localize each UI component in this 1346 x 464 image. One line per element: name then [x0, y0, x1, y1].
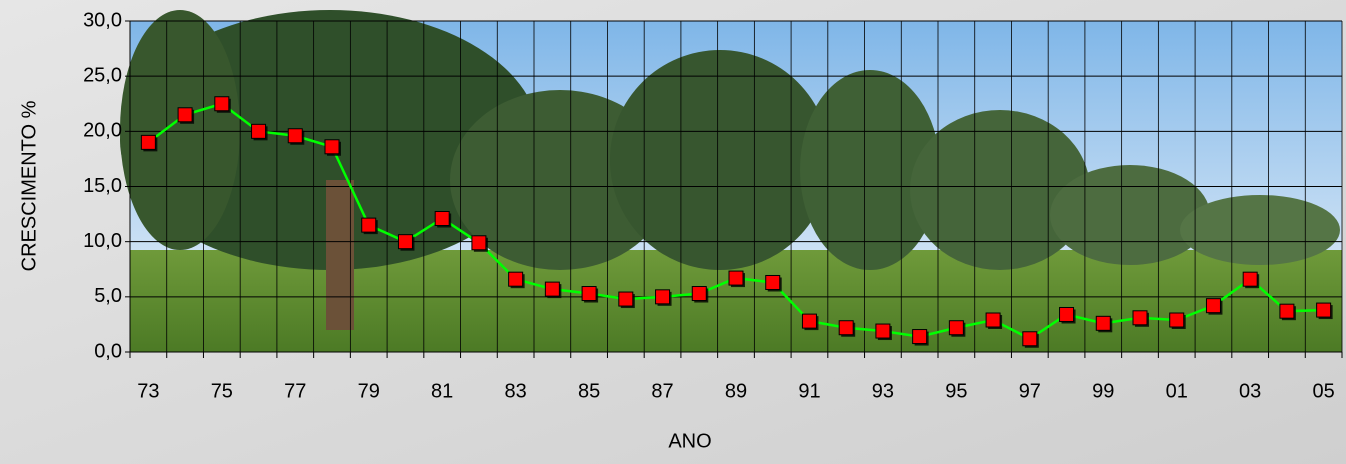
- marker: [1095, 315, 1111, 331]
- tree: [610, 50, 830, 270]
- marker: [985, 312, 1001, 328]
- x-tick-label: 79: [358, 380, 380, 402]
- marker: [581, 286, 597, 302]
- x-axis-title: ANO: [668, 430, 711, 452]
- marker: [1279, 303, 1295, 319]
- marker: [1242, 271, 1258, 287]
- marker: [1132, 310, 1148, 326]
- y-tick-label: 25,0: [83, 64, 122, 86]
- marker: [691, 286, 707, 302]
- marker: [287, 128, 303, 144]
- marker: [655, 289, 671, 305]
- x-tick-label: 01: [1166, 380, 1188, 402]
- x-tick-label: 93: [872, 380, 894, 402]
- marker: [434, 210, 450, 226]
- x-tick-label: 81: [431, 380, 453, 402]
- marker: [948, 320, 964, 336]
- x-tick-label: 03: [1239, 380, 1261, 402]
- marker: [875, 323, 891, 339]
- marker: [508, 271, 524, 287]
- marker: [765, 274, 781, 290]
- marker: [324, 139, 340, 155]
- marker: [251, 123, 267, 139]
- marker: [1022, 331, 1038, 347]
- marker: [1059, 306, 1075, 322]
- x-tick-label: 99: [1092, 380, 1114, 402]
- trunk: [326, 180, 354, 330]
- tree: [1180, 195, 1340, 265]
- marker: [177, 107, 193, 123]
- y-tick-label: 15,0: [83, 175, 122, 197]
- marker: [361, 217, 377, 233]
- x-tick-label: 89: [725, 380, 747, 402]
- x-tick-label: 91: [798, 380, 820, 402]
- marker: [544, 281, 560, 297]
- x-tick-label: 05: [1313, 380, 1335, 402]
- tree: [800, 70, 940, 270]
- x-tick-label: 83: [505, 380, 527, 402]
- x-tick-label: 97: [1019, 380, 1041, 402]
- x-tick-label: 73: [137, 380, 159, 402]
- marker: [838, 320, 854, 336]
- marker: [618, 291, 634, 307]
- y-tick-label: 5,0: [94, 285, 122, 307]
- tree: [1050, 165, 1210, 265]
- y-tick-label: 10,0: [83, 230, 122, 252]
- x-tick-label: 95: [945, 380, 967, 402]
- marker: [1205, 298, 1221, 314]
- marker: [1169, 312, 1185, 328]
- marker: [214, 96, 230, 112]
- marker: [801, 313, 817, 329]
- marker: [140, 134, 156, 150]
- y-tick-label: 30,0: [83, 9, 122, 31]
- y-tick-label: 20,0: [83, 120, 122, 142]
- tree: [910, 110, 1090, 270]
- marker: [728, 270, 744, 286]
- x-tick-label: 77: [284, 380, 306, 402]
- marker: [912, 329, 928, 345]
- x-tick-label: 87: [651, 380, 673, 402]
- x-tick-label: 75: [211, 380, 233, 402]
- y-axis-title: CRESCIMENTO %: [18, 100, 40, 271]
- marker: [471, 235, 487, 251]
- x-tick-label: 85: [578, 380, 600, 402]
- marker: [1316, 302, 1332, 318]
- y-tick-label: 0,0: [94, 340, 122, 362]
- tree: [120, 10, 240, 250]
- marker: [397, 234, 413, 250]
